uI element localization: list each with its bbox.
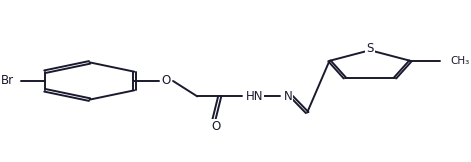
Text: O: O [211,120,221,133]
Text: HN: HN [246,90,263,103]
Text: N: N [284,90,292,103]
Text: CH₃: CH₃ [450,56,469,66]
Text: S: S [366,42,374,55]
Text: Br: Br [0,75,14,87]
Text: O: O [161,75,171,87]
